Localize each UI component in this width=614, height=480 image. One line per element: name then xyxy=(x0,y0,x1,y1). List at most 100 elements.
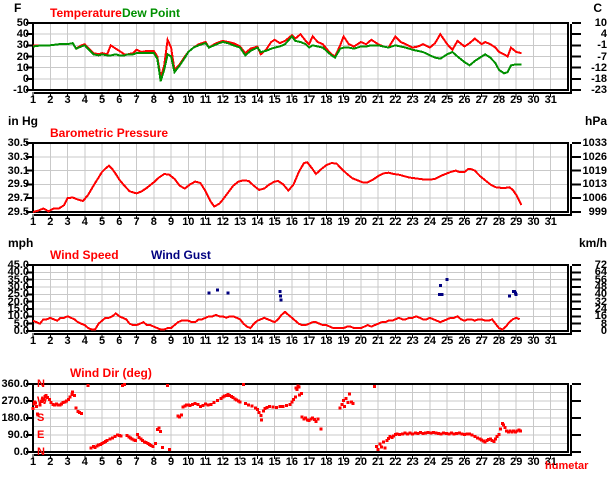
x-axis-day-tick: 29 xyxy=(510,216,523,228)
y-axis-left-tick: 40 xyxy=(16,28,29,41)
x-axis-day-tick: 20 xyxy=(354,216,368,228)
y-axis-left-tick: 0.0 xyxy=(13,446,29,458)
wind-gust-legend-label: Wind Gust xyxy=(151,248,211,262)
y-axis-right-tick: 10 xyxy=(594,17,607,29)
y-axis-left-tick: 90.0 xyxy=(7,429,29,441)
x-axis-day-tick: 3 xyxy=(64,335,71,347)
y-axis-right-tick: -7 xyxy=(597,50,607,63)
x-axis-day-tick: 2 xyxy=(47,335,54,347)
x-axis-day-tick: 1 xyxy=(29,335,37,347)
x-axis-day-tick: 25 xyxy=(441,94,454,106)
y-axis-right-tick: 56 xyxy=(594,273,607,286)
y-axis-right-tick: -12 xyxy=(591,61,607,74)
y-axis-left-tick: 5.0 xyxy=(13,317,29,330)
x-axis-day-tick: 23 xyxy=(406,94,419,106)
x-axis-day-tick: 26 xyxy=(458,335,471,347)
y-axis-right-tick: 1019 xyxy=(582,164,607,177)
x-axis-day-tick: 15 xyxy=(268,216,281,228)
x-axis-day-tick: 18 xyxy=(320,94,333,106)
x-axis-day-tick: 4 xyxy=(81,94,88,106)
y-axis-right-tick: 16 xyxy=(594,310,607,323)
x-axis-day-tick: 26 xyxy=(458,216,471,228)
y-axis-left-tick: 29.7 xyxy=(7,192,29,205)
x-axis-day-tick: 17 xyxy=(303,216,316,228)
watermark-text: humetar xyxy=(545,460,589,472)
compass-letter: E xyxy=(37,429,45,441)
x-axis-day-tick: 9 xyxy=(168,335,175,347)
x-axis-day-tick: 22 xyxy=(389,94,402,106)
kmh-unit-label: km/h xyxy=(578,236,607,250)
x-axis-day-tick: 4 xyxy=(81,216,88,228)
series-barometric-pressure xyxy=(32,161,523,213)
x-axis-day-tick: 31 xyxy=(544,456,557,468)
x-axis-day-tick: 13 xyxy=(233,335,247,347)
x-axis-day-tick: 6 xyxy=(116,335,123,347)
x-axis-day-tick: 31 xyxy=(544,335,557,347)
x-axis-day-tick: 28 xyxy=(492,456,506,468)
wind-speed-legend-label: Wind Speed xyxy=(50,248,119,262)
x-axis-day-tick: 27 xyxy=(475,216,488,228)
x-axis-day-tick: 20 xyxy=(354,335,368,347)
chart-plot-3 xyxy=(26,382,581,459)
y-axis-left-tick: 50 xyxy=(16,17,29,29)
hpa-unit-label: hPa xyxy=(584,114,607,128)
temperature-legend-label: Temperature xyxy=(50,6,122,20)
x-axis-day-tick: 14 xyxy=(251,216,264,228)
x-axis-day-tick: 16 xyxy=(285,335,298,347)
x-axis-day-tick: 12 xyxy=(216,216,229,228)
x-axis-day-tick: 23 xyxy=(406,335,419,347)
x-axis-day-tick: 1 xyxy=(29,456,37,468)
x-axis-day-tick: 29 xyxy=(510,94,523,106)
x-axis-day-tick: 1 xyxy=(29,216,37,228)
x-axis-day-tick: 3 xyxy=(64,94,71,106)
x-axis-day-tick: 5 xyxy=(98,216,106,228)
x-axis-day-tick: 31 xyxy=(544,94,557,106)
y-axis-left-tick: 0.0 xyxy=(13,325,29,337)
x-axis-day-tick: 22 xyxy=(389,335,402,347)
x-axis-day-tick: 1 xyxy=(29,94,37,106)
x-axis-day-tick: 3 xyxy=(64,216,71,228)
y-axis-left-tick: 30.5 xyxy=(7,137,29,149)
x-axis-day-tick: 20 xyxy=(354,94,368,106)
mph-unit-label: mph xyxy=(8,236,34,250)
barometric-pressure-title: Barometric Pressure xyxy=(50,126,169,140)
x-axis-day-tick: 21 xyxy=(372,456,385,468)
x-axis-day-tick: 23 xyxy=(406,216,419,228)
x-axis-day-tick: 11 xyxy=(199,456,212,468)
x-axis-day-tick: 2 xyxy=(47,216,54,228)
x-axis-day-tick: 22 xyxy=(389,216,402,228)
x-axis-day-tick: 13 xyxy=(233,216,247,228)
x-axis-day-tick: 13 xyxy=(233,94,247,106)
y-axis-left-tick: 25.0 xyxy=(7,288,29,301)
x-axis-day-tick: 11 xyxy=(199,335,212,347)
x-axis-day-tick: 19 xyxy=(337,216,350,228)
x-axis-day-tick: 16 xyxy=(285,94,298,106)
x-axis-day-tick: 17 xyxy=(303,456,316,468)
x-axis-day-tick: 9 xyxy=(168,216,175,228)
compass-letter: N xyxy=(37,446,45,458)
x-axis-day-tick: 7 xyxy=(133,94,140,106)
x-axis-day-tick: 24 xyxy=(423,456,437,468)
y-axis-left-tick: 40.0 xyxy=(7,266,29,279)
x-axis-day-tick: 7 xyxy=(133,216,140,228)
x-axis-day-tick: 24 xyxy=(423,335,437,347)
x-axis-day-tick: 24 xyxy=(423,216,437,228)
x-axis-day-tick: 23 xyxy=(406,456,419,468)
x-axis-day-tick: 5 xyxy=(98,456,106,468)
y-axis-right-tick: 72 xyxy=(594,259,607,271)
x-axis-day-tick: 30 xyxy=(527,335,540,347)
x-axis-day-tick: 27 xyxy=(475,94,488,106)
x-axis-day-tick: 4 xyxy=(81,456,88,468)
series-dew-point xyxy=(32,34,522,82)
x-axis-day-tick: 8 xyxy=(150,456,157,468)
x-axis-day-tick: 18 xyxy=(320,456,333,468)
y-axis-left-tick: 45.0 xyxy=(7,259,29,271)
y-axis-right-tick: 1013 xyxy=(582,178,607,191)
x-axis-day-tick: 12 xyxy=(216,94,229,106)
x-axis-day-tick: 14 xyxy=(251,94,264,106)
y-axis-left-tick: -10 xyxy=(13,84,29,96)
x-axis-day-tick: 17 xyxy=(303,94,316,106)
x-axis-day-tick: 30 xyxy=(527,94,540,106)
y-axis-right-tick: 999 xyxy=(588,206,607,218)
x-axis-day-tick: 8 xyxy=(150,94,157,106)
